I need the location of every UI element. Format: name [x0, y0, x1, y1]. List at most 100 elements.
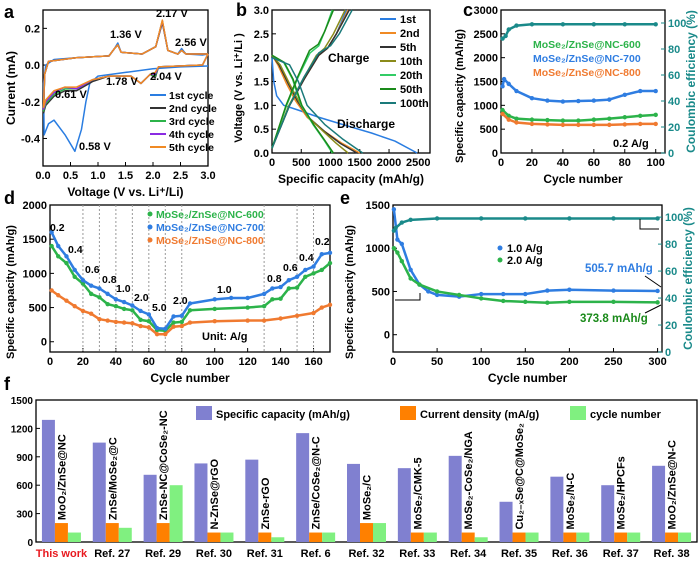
data-point — [523, 291, 528, 297]
panel-letter-b: b — [236, 0, 247, 20]
y-tick-label: -0.2 — [21, 97, 40, 109]
data-point — [154, 325, 160, 331]
data-point — [80, 281, 86, 286]
data-point — [294, 274, 300, 279]
data-point — [105, 318, 110, 323]
plot-frame — [500, 9, 666, 154]
x-axis-label: Cycle number — [488, 371, 568, 385]
x-tick-label: 20 — [526, 157, 538, 169]
y-tick-label: 600 — [16, 481, 33, 492]
category-label: Ref. 32 — [348, 548, 384, 560]
data-point — [399, 241, 405, 247]
data-point — [576, 118, 581, 123]
data-point — [163, 332, 168, 337]
y-tick-label: 0 — [384, 330, 390, 342]
x-tick-label: 100 — [472, 356, 490, 368]
data-point — [529, 95, 535, 101]
data-point — [529, 22, 535, 27]
data-point — [88, 311, 94, 316]
current-density-label: 0.6 — [283, 262, 298, 274]
data-point — [501, 298, 506, 304]
data-point — [294, 285, 300, 290]
x-axis-label: Cycle number — [150, 371, 230, 385]
legend-label: 2.0 A/g — [507, 255, 543, 267]
x-tick-label: 1500 — [348, 157, 372, 169]
data-point — [64, 298, 69, 303]
material-label: ZnSe-NC@CoSe₂-NC — [158, 410, 170, 520]
x-tick-label: 100 — [206, 356, 224, 368]
panel-b — [271, 9, 431, 154]
data-point — [395, 237, 400, 242]
x-tick-label: 0.0 — [35, 170, 50, 182]
bar — [665, 532, 679, 542]
panel-letter-c: c — [463, 0, 473, 20]
material-label: Cu₂₋ₓSe@C@MoSe₂ — [514, 423, 526, 530]
y2-axis-label: Coulombic efficiency (%) — [684, 10, 698, 153]
y-axis-label: Current (mA) — [4, 51, 18, 125]
data-point — [286, 286, 292, 291]
data-point — [500, 36, 505, 41]
bar — [652, 465, 666, 542]
data-point — [500, 84, 505, 89]
data-point — [611, 299, 616, 305]
panel-letter-d: d — [4, 188, 15, 208]
y-tick-label: 1000 — [23, 268, 47, 280]
y-tick-label: 3.0 — [254, 5, 269, 17]
data-point — [506, 81, 511, 87]
x-tick-label: 1000 — [318, 157, 342, 169]
y-tick-label: 500 — [29, 303, 47, 315]
legend-label: MoSe₂/ZnSe@NC-800 — [533, 67, 641, 79]
bar — [309, 532, 323, 542]
x-tick-label: 3.0 — [200, 170, 215, 182]
data-point — [514, 116, 519, 121]
legend-label: 1.0 A/g — [507, 243, 543, 255]
legend-label: MoSe₂/ZnSe@NC-600 — [156, 209, 264, 221]
y-tick-label: 1.5 — [254, 77, 269, 89]
panel-a — [42, 9, 209, 167]
category-label: Ref. 37 — [603, 548, 639, 560]
y-axis-label: Specific capacity (mAh/g) — [5, 225, 17, 359]
data-point — [80, 308, 86, 314]
peak-label: 2.17 V — [156, 8, 188, 20]
x-axis-label: Cycle number — [543, 172, 623, 186]
x-tick-label: 500 — [292, 157, 310, 169]
panel-c — [500, 9, 666, 154]
data-point — [261, 318, 267, 323]
data-point — [576, 122, 581, 128]
panel-d — [49, 204, 333, 353]
bar — [105, 523, 119, 542]
data-point — [434, 289, 440, 294]
data-point — [567, 287, 572, 292]
bar — [143, 474, 157, 542]
bar — [322, 532, 336, 542]
category-label: Ref. 38 — [654, 548, 690, 560]
data-point — [514, 88, 519, 94]
bar — [373, 523, 386, 542]
data-point — [567, 299, 572, 305]
bar — [220, 532, 234, 542]
data-point — [391, 246, 397, 251]
bar — [410, 532, 424, 542]
data-point — [278, 296, 283, 301]
data-point — [501, 76, 507, 82]
y2-tick-label: 60 — [665, 266, 677, 278]
y-tick-label: 0.0 — [25, 60, 40, 72]
data-point — [408, 217, 413, 223]
material-label: MoO₂/ZnSe@N-C — [667, 440, 679, 530]
legend-label: MoSe₂/ZnSe@NC-700 — [156, 222, 264, 234]
y-tick-label: 0 — [27, 538, 33, 549]
data-point — [319, 267, 324, 273]
legend-label: cycle number — [590, 409, 662, 421]
peak-label: 0.58 V — [79, 141, 111, 153]
legend-swatch — [570, 406, 586, 420]
data-point — [303, 267, 308, 273]
y2-tick-label: 80 — [668, 44, 680, 56]
y2-tick-label: 40 — [668, 96, 680, 108]
data-point — [500, 111, 505, 117]
series-line — [501, 77, 656, 103]
data-point — [138, 323, 143, 329]
data-point — [417, 282, 422, 287]
y2-axis-label: Coulombic efficiency (%) — [681, 207, 695, 350]
x-tick-label: 80 — [176, 356, 188, 368]
